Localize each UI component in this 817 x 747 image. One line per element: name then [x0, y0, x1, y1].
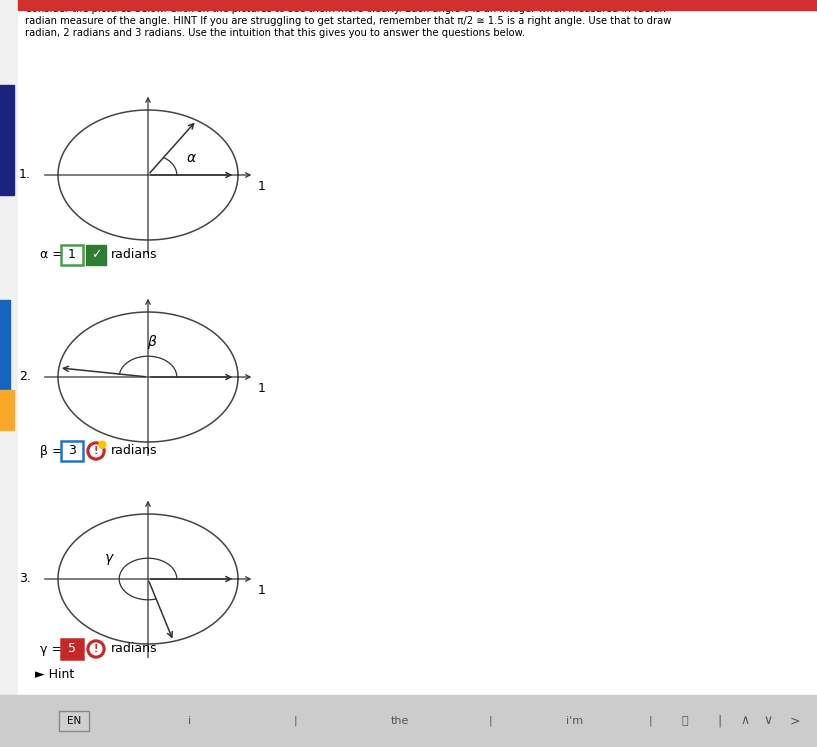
Text: 1: 1: [258, 382, 266, 395]
Text: 🎤: 🎤: [681, 716, 688, 726]
Circle shape: [87, 640, 105, 658]
Text: 1: 1: [258, 180, 266, 193]
Text: ∨: ∨: [763, 714, 773, 728]
Circle shape: [87, 442, 105, 460]
Text: 1: 1: [68, 249, 76, 261]
FancyBboxPatch shape: [59, 711, 89, 731]
Text: !: !: [93, 446, 99, 456]
FancyBboxPatch shape: [61, 245, 83, 265]
Text: ∧: ∧: [740, 714, 749, 728]
Text: ► Hint: ► Hint: [35, 668, 74, 681]
Text: radians: radians: [111, 249, 158, 261]
Circle shape: [90, 445, 102, 457]
Text: radian measure of the angle. HINT If you are struggling to get started, remember: radian measure of the angle. HINT If you…: [25, 16, 672, 26]
Text: EN: EN: [67, 716, 81, 726]
Text: radian, 2 radians and 3 radians. Use the intuition that this gives you to answer: radian, 2 radians and 3 radians. Use the…: [25, 28, 525, 38]
FancyBboxPatch shape: [61, 441, 83, 461]
Text: |: |: [718, 714, 722, 728]
Text: |: |: [648, 716, 652, 726]
Text: ✓: ✓: [91, 249, 101, 261]
Text: 5: 5: [68, 642, 76, 656]
Text: radians: radians: [111, 642, 158, 656]
Text: γ =: γ =: [40, 642, 62, 656]
Text: γ: γ: [105, 551, 113, 565]
Text: !: !: [93, 644, 99, 654]
Circle shape: [99, 441, 105, 448]
Text: α: α: [186, 151, 195, 165]
Text: β =: β =: [40, 444, 63, 457]
Text: 2.: 2.: [19, 371, 31, 383]
Text: >: >: [790, 714, 800, 728]
Bar: [18, 0, 817, 10]
Text: β: β: [147, 335, 156, 349]
Text: α =: α =: [40, 249, 63, 261]
Text: 1.: 1.: [19, 169, 31, 182]
FancyBboxPatch shape: [61, 639, 83, 659]
Bar: [0, 85, 14, 195]
Text: 3: 3: [68, 444, 76, 457]
Text: Consider the pictures below. Click on the pictures to see them more clearly. Eac: Consider the pictures below. Click on th…: [25, 4, 666, 14]
Bar: [0, 695, 817, 747]
Text: i: i: [189, 716, 191, 726]
FancyBboxPatch shape: [86, 245, 106, 265]
Text: i'm: i'm: [566, 716, 583, 726]
Circle shape: [90, 643, 102, 655]
Text: |: |: [293, 716, 297, 726]
Bar: [0, 390, 14, 430]
Text: radians: radians: [111, 444, 158, 457]
Text: 1: 1: [258, 584, 266, 597]
Text: !: !: [94, 446, 98, 456]
Bar: [0, 300, 10, 390]
Text: 3.: 3.: [19, 572, 31, 586]
Text: |: |: [489, 716, 492, 726]
Text: the: the: [391, 716, 409, 726]
Text: !: !: [94, 644, 98, 654]
